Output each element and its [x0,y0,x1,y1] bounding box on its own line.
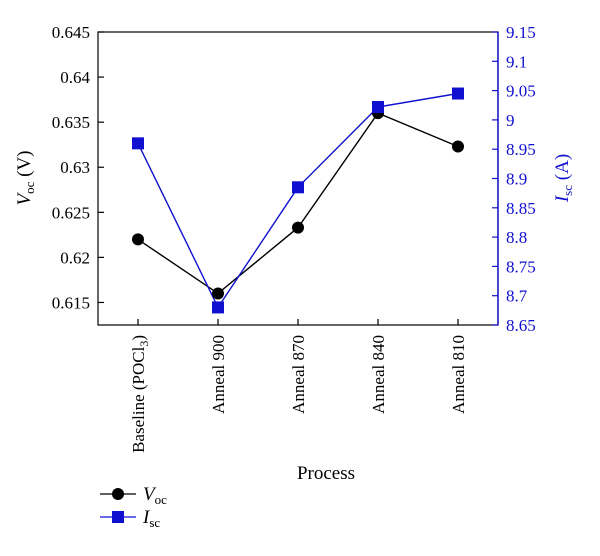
right-tick-label: 9 [506,111,515,130]
right-tick-label: 8.65 [506,316,536,335]
right-tick-label: 8.95 [506,140,536,159]
legend-item-voc: Voc [100,484,167,507]
x-tick-label: Baseline (POCl3) [129,335,151,453]
left-tick-label: 0.645 [52,23,90,42]
data-point-isc [452,87,464,100]
data-point-voc [452,140,464,153]
data-point-voc [292,221,304,234]
x-tick-label: Anneal 900 [209,335,228,414]
data-point-voc [132,233,144,246]
right-tick-label: 8.85 [506,199,536,218]
y-left-axis-title: Voc (V) [14,150,37,205]
left-axis: 0.615 0.62 0.625 0.63 0.635 0.64 0.645 [52,23,104,312]
data-point-voc [212,287,224,300]
legend-marker-isc [112,511,124,523]
plot-frame [97,31,499,326]
data-point-isc [372,101,384,114]
right-tick-label: 8.8 [506,228,527,247]
right-tick-label: 9.05 [506,82,536,101]
x-tick-label: Anneal 840 [369,335,388,414]
series-line-isc [137,92,459,309]
legend-marker-voc [112,488,124,500]
legend-label-isc: Isc [142,507,160,530]
right-tick-label: 9.1 [506,52,527,71]
series-line-voc [137,112,459,295]
data-point-isc [132,137,144,150]
left-tick-label: 0.625 [52,203,90,222]
right-tick-label: 8.9 [506,170,527,189]
data-point-isc [292,181,304,194]
left-tick-label: 0.63 [60,158,90,177]
data-point-isc [212,301,224,314]
x-tick-label: Anneal 870 [289,335,308,414]
right-tick-label: 8.7 [506,287,528,306]
legend-item-isc: Isc [100,507,160,530]
left-tick-label: 0.615 [52,293,90,312]
left-tick-label: 0.635 [52,113,90,132]
series-layer [132,87,464,314]
right-tick-label: 8.75 [506,257,536,276]
right-axis: 8.65 8.7 8.75 8.8 8.85 8.9 8.95 9 9.05 9.1 9.15 [492,23,536,335]
legend-label-voc: Voc [143,484,167,507]
x-tick-label: Anneal 810 [449,335,468,414]
y-right-axis-title: Isc (A) [552,154,575,203]
x-axis: Baseline (POCl3) Anneal 900 Anneal 870 Anne… [129,319,468,453]
x-axis-title: Process [297,463,355,484]
right-tick-label: 9.15 [506,23,536,42]
left-tick-label: 0.64 [60,68,90,87]
left-tick-label: 0.62 [60,248,90,267]
legend: Voc Isc [100,484,167,530]
